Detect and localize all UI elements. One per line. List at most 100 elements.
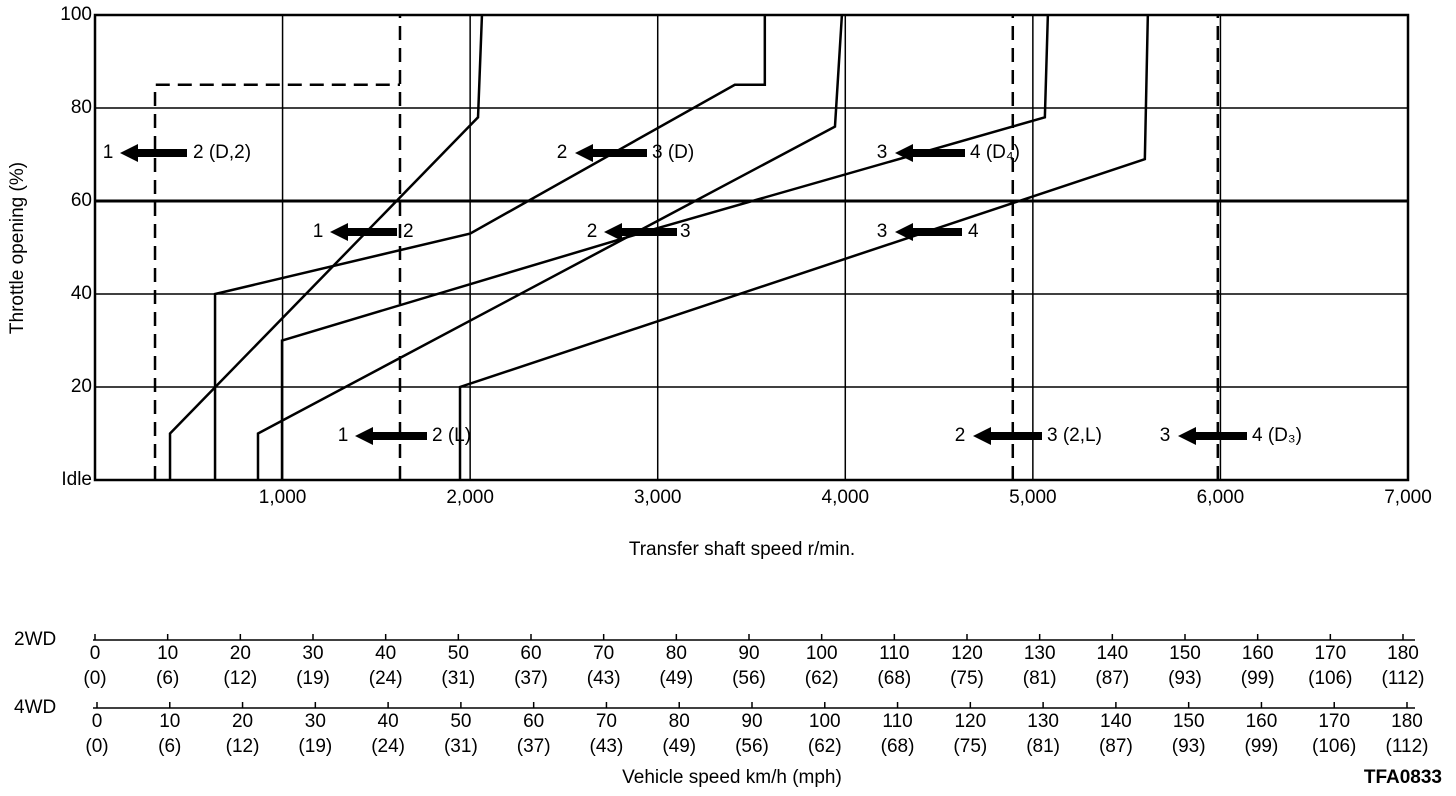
kmh-label: 30	[305, 711, 326, 732]
mph-label: (37)	[514, 668, 548, 689]
mph-label: (0)	[83, 668, 106, 689]
x-tick-label: 3,000	[634, 487, 682, 508]
arrow	[604, 223, 677, 241]
mph-label: (0)	[85, 736, 108, 757]
mph-label: (68)	[881, 736, 915, 757]
kmh-label: 40	[375, 643, 396, 664]
shift-from: 3	[1160, 425, 1171, 446]
mph-label: (31)	[444, 736, 478, 757]
kmh-label: 70	[593, 643, 614, 664]
kmh-label: 150	[1173, 711, 1205, 732]
y-tick-label: 20	[71, 376, 92, 397]
mph-label: (6)	[156, 668, 179, 689]
mph-label: (93)	[1168, 668, 1202, 689]
shift-from: 1	[338, 425, 349, 446]
kmh-label: 180	[1391, 711, 1423, 732]
mph-label: (49)	[662, 736, 696, 757]
mph-label: (87)	[1099, 736, 1133, 757]
mph-label: (75)	[953, 736, 987, 757]
arrow	[895, 223, 962, 241]
mph-label: (24)	[371, 736, 405, 757]
shift-to: 4 (D₃)	[1252, 425, 1302, 446]
mph-label: (112)	[1382, 668, 1425, 689]
mph-label: (56)	[735, 736, 769, 757]
kmh-label: 20	[232, 711, 253, 732]
mph-label: (37)	[517, 736, 551, 757]
figure-code: TFA0833	[1364, 767, 1442, 788]
arrow	[895, 144, 965, 162]
arrow	[575, 144, 647, 162]
shift-to: 2	[403, 221, 414, 242]
arrow	[1178, 427, 1247, 445]
kmh-label: 50	[448, 643, 469, 664]
kmh-label: 130	[1024, 643, 1056, 664]
kmh-label: 120	[954, 711, 986, 732]
mph-label: (106)	[1312, 736, 1356, 757]
kmh-label: 170	[1318, 711, 1350, 732]
shift-to: 2 (D,2)	[193, 142, 251, 163]
y-tick-label: 40	[71, 283, 92, 304]
shift-to: 2 (L)	[432, 425, 471, 446]
shift-from: 2	[587, 221, 598, 242]
kmh-label: 90	[741, 711, 762, 732]
kmh-label: 100	[809, 711, 841, 732]
shift-to: 3 (2,L)	[1047, 425, 1102, 446]
mph-label: (62)	[805, 668, 839, 689]
mph-label: (81)	[1026, 736, 1060, 757]
mph-label: (12)	[226, 736, 260, 757]
kmh-label: 110	[882, 711, 912, 732]
kmh-label: 80	[669, 711, 690, 732]
mph-label: (68)	[877, 668, 911, 689]
shift-line	[168, 14, 484, 480]
x-tick-label: 5,000	[1009, 487, 1057, 508]
x-axis-title: Transfer shaft speed r/min.	[629, 539, 855, 560]
mph-label: (43)	[587, 668, 621, 689]
shift-from: 2	[557, 142, 568, 163]
kmh-label: 0	[90, 643, 101, 664]
shift-line	[213, 15, 767, 480]
mph-label: (24)	[369, 668, 403, 689]
kmh-label: 10	[159, 711, 180, 732]
shift-line	[256, 14, 844, 480]
scale-name: 2WD	[14, 629, 56, 650]
kmh-label: 60	[523, 711, 544, 732]
kmh-label: 140	[1100, 711, 1132, 732]
mph-label: (43)	[590, 736, 624, 757]
shift-line	[153, 83, 400, 480]
kmh-label: 60	[520, 643, 541, 664]
mph-label: (81)	[1023, 668, 1057, 689]
shift-from: 1	[313, 221, 324, 242]
mph-label: (87)	[1095, 668, 1129, 689]
shift-from: 3	[877, 142, 888, 163]
x-tick-label: 2,000	[446, 487, 494, 508]
kmh-label: 80	[666, 643, 687, 664]
kmh-label: 0	[92, 711, 103, 732]
y-tick-label: Idle	[61, 469, 92, 490]
shift-to: 4 (D₄)	[970, 142, 1020, 163]
mph-label: (56)	[732, 668, 766, 689]
mph-label: (62)	[808, 736, 842, 757]
shift-to: 3 (D)	[652, 142, 694, 163]
x-tick-label: 6,000	[1197, 487, 1245, 508]
mph-label: (106)	[1308, 668, 1352, 689]
kmh-label: 170	[1314, 643, 1346, 664]
mph-label: (31)	[441, 668, 475, 689]
mph-label: (75)	[950, 668, 984, 689]
y-axis-title: Throttle opening (%)	[7, 162, 28, 334]
kmh-label: 90	[738, 643, 759, 664]
scale-name: 4WD	[14, 697, 56, 718]
mph-label: (12)	[223, 668, 257, 689]
x-tick-label: 4,000	[822, 487, 870, 508]
kmh-label: 160	[1246, 711, 1278, 732]
kmh-label: 20	[230, 643, 251, 664]
shift-from: 3	[877, 221, 888, 242]
kmh-label: 50	[450, 711, 471, 732]
mph-label: (19)	[296, 668, 330, 689]
mph-label: (49)	[659, 668, 693, 689]
y-tick-label: 100	[60, 4, 92, 25]
mph-label: (19)	[298, 736, 332, 757]
arrow	[330, 223, 397, 241]
arrow	[973, 427, 1042, 445]
mph-label: (6)	[158, 736, 181, 757]
